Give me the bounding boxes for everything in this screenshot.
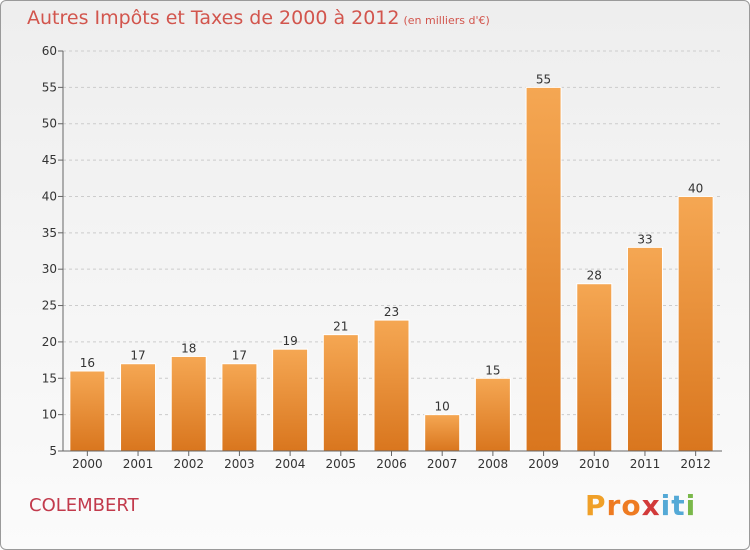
- bar-2008: [474, 377, 511, 452]
- bar-2010: [576, 283, 613, 452]
- y-tick-label: 55: [42, 80, 57, 94]
- data-label: 18: [181, 341, 196, 355]
- x-tick-label: 2010: [579, 457, 610, 471]
- x-tick-label: 2004: [275, 457, 306, 471]
- data-label: 15: [485, 363, 500, 377]
- bar-2005: [322, 334, 359, 452]
- y-tick-label: 50: [42, 117, 57, 131]
- x-tick-label: 2009: [528, 457, 559, 471]
- y-tick-label: 35: [42, 226, 57, 240]
- place-name: COLEMBERT: [29, 495, 139, 516]
- data-label: 21: [333, 320, 348, 334]
- data-label: 17: [130, 349, 145, 363]
- y-tick-label: 25: [42, 299, 57, 313]
- y-tick-label: 30: [42, 262, 57, 276]
- title-text: Autres Impôts et Taxes de 2000 à 2012: [27, 7, 400, 29]
- x-tick-label: 2001: [123, 457, 154, 471]
- data-label: 33: [637, 232, 652, 246]
- y-tick-label: 45: [42, 153, 57, 167]
- x-tick-label: 2008: [478, 457, 509, 471]
- data-label: 23: [384, 305, 399, 319]
- bar-2001: [120, 363, 157, 452]
- data-label: 55: [536, 72, 551, 86]
- x-tick-label: 2006: [376, 457, 407, 471]
- y-tick-label: 5: [49, 444, 57, 458]
- data-label: 17: [232, 349, 247, 363]
- x-tick-label: 2003: [224, 457, 255, 471]
- y-tick-label: 60: [42, 44, 57, 58]
- bar-2002: [170, 355, 207, 452]
- y-tick-label: 10: [42, 408, 57, 422]
- proxiti-logo: Proxiti: [585, 489, 697, 522]
- y-tick-label: 15: [42, 371, 57, 385]
- x-tick-label: 2011: [630, 457, 661, 471]
- data-label: 16: [80, 356, 95, 370]
- bar-2006: [373, 319, 410, 452]
- data-label: 28: [587, 269, 602, 283]
- bar-2000: [69, 370, 106, 452]
- bar-2004: [272, 348, 309, 452]
- chart-subtitle: (en milliers d'€): [403, 14, 490, 27]
- x-tick-label: 2002: [173, 457, 204, 471]
- x-tick-label: 2012: [680, 457, 711, 471]
- data-label: 10: [435, 400, 450, 414]
- chart-title: Autres Impôts et Taxes de 2000 à 2012 (en…: [27, 7, 490, 29]
- bar-2003: [221, 363, 258, 452]
- x-tick-label: 2000: [72, 457, 103, 471]
- data-label: 19: [282, 334, 297, 348]
- data-label: 40: [688, 181, 703, 195]
- bar-2012: [677, 195, 714, 452]
- y-tick-label: 40: [42, 189, 57, 203]
- x-tick-label: 2007: [427, 457, 458, 471]
- bar-2009: [525, 86, 562, 452]
- bar-2011: [626, 246, 663, 452]
- x-tick-label: 2005: [326, 457, 357, 471]
- y-tick-label: 20: [42, 335, 57, 349]
- bar-2007: [424, 414, 461, 452]
